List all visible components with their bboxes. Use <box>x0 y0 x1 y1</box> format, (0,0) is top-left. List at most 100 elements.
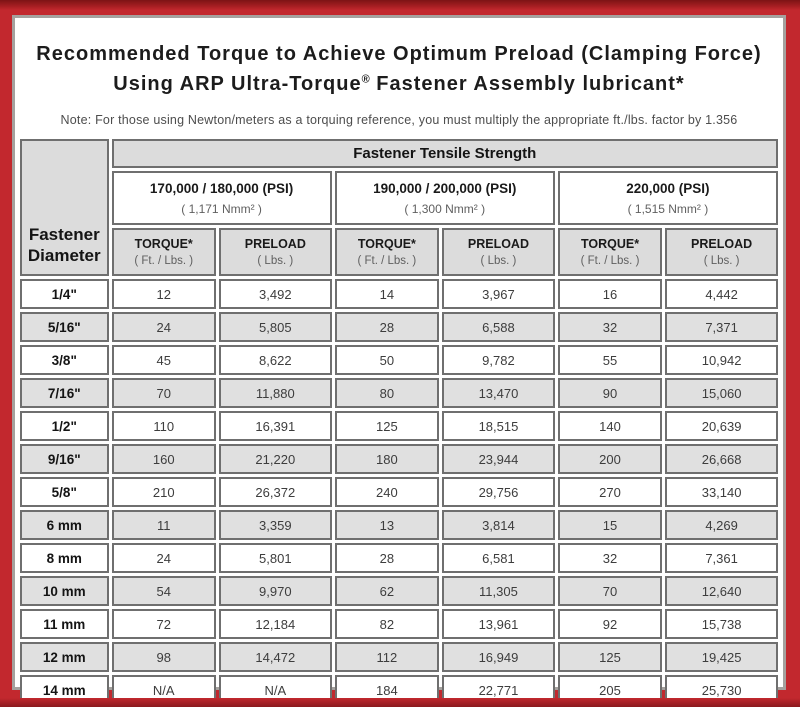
preload-cell: 3,814 <box>442 510 555 540</box>
preload-cell: 12,184 <box>218 609 332 639</box>
preload-cell: 13,470 <box>442 378 555 408</box>
table-body: 1/4" 12 3,492 14 3,967 16 4,442 5/16" 24… <box>20 279 778 707</box>
registered-trademark-symbol: ® <box>361 73 370 86</box>
torque-header-group2: TORQUE* ( Ft. / Lbs. ) <box>334 228 440 276</box>
preload-unit: ( Lbs. ) <box>703 255 740 267</box>
row-label-diameter: 5/8" <box>20 477 109 507</box>
table-row: 1/4" 12 3,492 14 3,967 16 4,442 <box>20 279 778 309</box>
preload-cell: 7,361 <box>665 543 778 573</box>
content-box: Recommended Torque to Achieve Optimum Pr… <box>12 15 786 705</box>
torque-cell: 112 <box>334 642 440 672</box>
preload-cell: 4,269 <box>665 510 778 540</box>
preload-cell: 6,588 <box>442 312 555 342</box>
torque-cell: 24 <box>111 543 216 573</box>
torque-cell: 92 <box>557 609 663 639</box>
preload-cell: 16,949 <box>442 642 555 672</box>
corner-header-line2: Diameter <box>27 245 101 265</box>
preload-cell: 13,961 <box>442 609 555 639</box>
preload-cell: 3,359 <box>218 510 332 540</box>
preload-cell: 9,782 <box>442 345 555 375</box>
torque-cell: 32 <box>557 543 663 573</box>
torque-cell: 54 <box>111 576 216 606</box>
preload-header-group3: PRELOAD ( Lbs. ) <box>665 228 778 276</box>
torque-cell: 160 <box>111 444 216 474</box>
torque-cell: 90 <box>557 378 663 408</box>
header-row-torque-preload: TORQUE* ( Ft. / Lbs. ) PRELOAD ( Lbs. ) … <box>20 228 778 276</box>
table-row: 9/16" 160 21,220 180 23,944 200 26,668 <box>20 444 778 474</box>
torque-cell: 15 <box>557 510 663 540</box>
preload-cell: 11,880 <box>218 378 332 408</box>
preload-cell: 6,581 <box>442 543 555 573</box>
row-label-diameter: 8 mm <box>20 543 109 573</box>
title-line2-rest: Fastener Assembly lubricant* <box>376 73 685 95</box>
nmm-label: ( 1,171 Nmm² ) <box>181 201 262 216</box>
preload-cell: 33,140 <box>665 477 778 507</box>
torque-cell: 28 <box>334 543 440 573</box>
corner-header-line1: Fastener <box>28 224 100 244</box>
table-row: 12 mm 98 14,472 112 16,949 125 19,425 <box>20 642 778 672</box>
table-row: 5/8" 210 26,372 240 29,756 270 33,140 <box>20 477 778 507</box>
torque-label: TORQUE* <box>357 237 416 251</box>
table-row: 10 mm 54 9,970 62 11,305 70 12,640 <box>20 576 778 606</box>
torque-cell: 70 <box>111 378 216 408</box>
table-row: 3/8" 45 8,622 50 9,782 55 10,942 <box>20 345 778 375</box>
preload-cell: 5,801 <box>218 543 332 573</box>
row-label-diameter: 1/4" <box>20 279 109 309</box>
preload-cell: 19,425 <box>665 642 778 672</box>
top-maroon-strip <box>0 0 800 10</box>
bottom-maroon-strip <box>0 698 800 707</box>
torque-cell: 200 <box>557 444 663 474</box>
preload-cell: 12,640 <box>665 576 778 606</box>
torque-table: Fastener Diameter Fastener Tensile Stren… <box>17 136 781 707</box>
psi-group-170-180: 170,000 / 180,000 (PSI) ( 1,171 Nmm² ) <box>111 171 332 225</box>
preload-cell: 29,756 <box>442 477 555 507</box>
preload-cell: 20,639 <box>665 411 778 441</box>
torque-cell: 13 <box>334 510 440 540</box>
header-row-tensile: Fastener Diameter Fastener Tensile Stren… <box>20 139 778 276</box>
psi-label: 220,000 (PSI) <box>626 180 710 196</box>
preload-cell: 26,372 <box>218 477 332 507</box>
torque-cell: 110 <box>111 411 216 441</box>
preload-cell: 10,942 <box>665 345 778 375</box>
row-label-diameter: 12 mm <box>20 642 109 672</box>
preload-cell: 4,442 <box>665 279 778 309</box>
table-row: 1/2" 110 16,391 125 18,515 140 20,639 <box>20 411 778 441</box>
title-line1: Recommended Torque to Achieve Optimum Pr… <box>36 43 762 65</box>
preload-cell: 15,738 <box>665 609 778 639</box>
psi-label: 190,000 / 200,000 (PSI) <box>373 180 517 196</box>
preload-cell: 26,668 <box>665 444 778 474</box>
preload-cell: 5,805 <box>218 312 332 342</box>
header-row-psi-groups: 170,000 / 180,000 (PSI) ( 1,171 Nmm² ) 1… <box>20 171 778 225</box>
torque-label: TORQUE* <box>580 237 640 251</box>
torque-unit: ( Ft. / Lbs. ) <box>134 255 194 267</box>
table-row: 5/16" 24 5,805 28 6,588 32 7,371 <box>20 312 778 342</box>
preload-cell: 18,515 <box>442 411 555 441</box>
preload-cell: 11,305 <box>442 576 555 606</box>
preload-cell: 14,472 <box>218 642 332 672</box>
torque-header-group3: TORQUE* ( Ft. / Lbs. ) <box>557 228 663 276</box>
row-label-diameter: 3/8" <box>20 345 109 375</box>
torque-cell: 125 <box>334 411 440 441</box>
torque-cell: 270 <box>557 477 663 507</box>
preload-cell: 3,492 <box>218 279 332 309</box>
psi-label: 170,000 / 180,000 (PSI) <box>149 180 294 196</box>
torque-cell: 240 <box>334 477 440 507</box>
torque-cell: 32 <box>557 312 663 342</box>
torque-unit: ( Ft. / Lbs. ) <box>357 255 417 267</box>
torque-cell: 82 <box>334 609 440 639</box>
page-title: Recommended Torque to Achieve Optimum Pr… <box>15 39 783 99</box>
torque-cell: 16 <box>557 279 663 309</box>
row-label-diameter: 9/16" <box>20 444 109 474</box>
torque-cell: 180 <box>334 444 440 474</box>
preload-cell: 3,967 <box>442 279 555 309</box>
row-label-diameter: 10 mm <box>20 576 109 606</box>
table-row: 7/16" 70 11,880 80 13,470 90 15,060 <box>20 378 778 408</box>
note-text: Note: For those using Newton/meters as a… <box>60 113 738 127</box>
title-block: Recommended Torque to Achieve Optimum Pr… <box>15 18 783 127</box>
torque-label: TORQUE* <box>134 237 193 251</box>
preload-cell: 15,060 <box>665 378 778 408</box>
torque-cell: 12 <box>111 279 216 309</box>
table-row: 8 mm 24 5,801 28 6,581 32 7,361 <box>20 543 778 573</box>
tensile-strength-header: Fastener Tensile Strength <box>111 139 778 168</box>
